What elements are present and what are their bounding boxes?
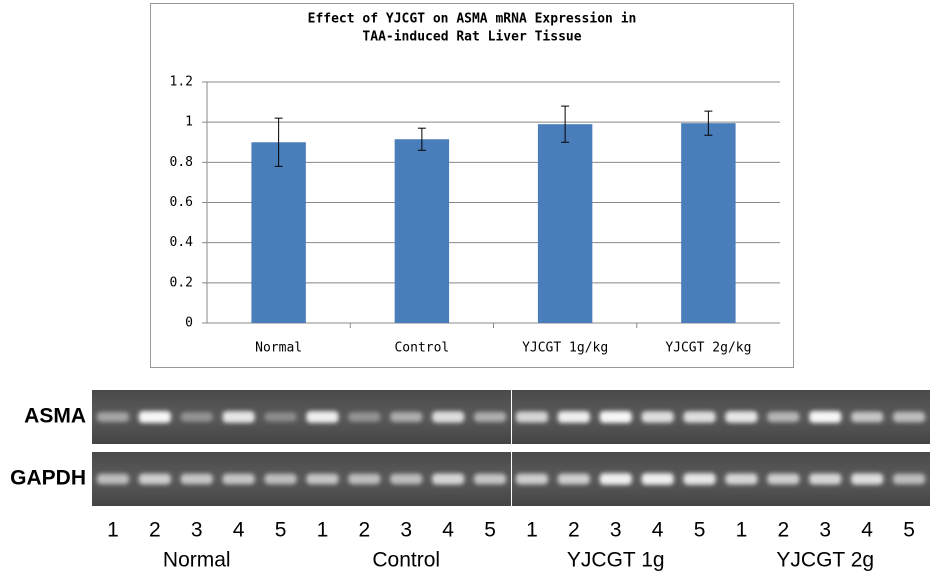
- x-tick-label: Normal: [255, 341, 302, 356]
- gel-band: [265, 412, 297, 421]
- gel-band: [474, 474, 506, 485]
- gel-band: [725, 474, 757, 485]
- lane-label: 3: [191, 519, 203, 542]
- figure: Effect of YJCGT on ASMA mRNA Expression …: [0, 0, 933, 578]
- lane-label: 4: [652, 519, 664, 542]
- lane-label: 2: [149, 519, 161, 542]
- gel-band: [97, 474, 129, 484]
- gel-band: [767, 412, 799, 422]
- gel-band: [474, 412, 506, 422]
- gel-band: [181, 412, 213, 421]
- lane-label: 2: [359, 519, 371, 542]
- y-tick-label: 0.2: [170, 275, 193, 290]
- group-label: YJCGT 1g: [567, 549, 665, 572]
- y-tick-label: 1.2: [170, 75, 193, 90]
- gel-band: [516, 474, 548, 485]
- y-tick-label: 0: [185, 316, 193, 331]
- gel-band: [516, 412, 548, 423]
- gel-row-label: ASMA: [24, 405, 86, 428]
- lane-label: 3: [400, 519, 412, 542]
- y-tick-label: 0.4: [170, 235, 194, 250]
- bar: [538, 124, 592, 323]
- y-tick-label: 0.8: [170, 155, 193, 170]
- lane-label: 5: [903, 519, 915, 542]
- bar: [681, 123, 735, 323]
- gel-band: [684, 411, 716, 422]
- gel-band: [851, 412, 883, 423]
- gel-band: [600, 411, 632, 423]
- gel-band: [767, 474, 799, 485]
- gel-band: [893, 474, 925, 484]
- lane-label: 3: [819, 519, 831, 542]
- chart-title: Effect of YJCGT on ASMA mRNA Expression …: [308, 12, 637, 27]
- group-label: Normal: [163, 549, 231, 572]
- gel-band: [725, 411, 757, 422]
- gel-band: [851, 473, 883, 484]
- gel-band: [390, 474, 422, 484]
- gel-band: [390, 412, 422, 422]
- gel-band: [265, 474, 297, 484]
- x-tick-label: YJCGT 2g/kg: [665, 341, 751, 356]
- gel-band: [306, 411, 338, 423]
- bar: [395, 139, 449, 323]
- gel-band: [809, 411, 841, 423]
- x-tick-label: Control: [394, 341, 449, 356]
- gel-band: [432, 474, 464, 485]
- gel-band: [684, 473, 716, 484]
- gel-band: [181, 474, 213, 485]
- x-tick-label: YJCGT 1g/kg: [522, 341, 608, 356]
- gel-band: [223, 411, 255, 422]
- y-tick-label: 0.6: [170, 195, 193, 210]
- gel-band: [600, 473, 632, 485]
- gel-band: [432, 411, 464, 422]
- gel-band: [558, 474, 590, 485]
- lane-label: 4: [442, 519, 454, 542]
- gel-band: [893, 412, 925, 422]
- lane-label: 4: [233, 519, 245, 542]
- gel-band: [223, 474, 255, 485]
- lane-label: 3: [610, 519, 622, 542]
- gel-band: [642, 411, 674, 422]
- gel-band: [348, 412, 380, 421]
- gel-band: [642, 473, 674, 485]
- lane-label: 4: [861, 519, 873, 542]
- lane-label: 5: [694, 519, 706, 542]
- y-tick-label: 1: [185, 115, 193, 130]
- lane-label: 5: [484, 519, 496, 542]
- gel-band: [306, 474, 338, 485]
- lane-label: 1: [317, 519, 329, 542]
- gel-band: [558, 411, 590, 423]
- lane-label: 2: [778, 519, 790, 542]
- chart-title: TAA-induced Rat Liver Tissue: [362, 30, 581, 45]
- lane-label: 1: [736, 519, 748, 542]
- lane-label: 2: [568, 519, 580, 542]
- gel-band: [139, 411, 171, 423]
- bar: [251, 142, 305, 323]
- lane-label: 5: [275, 519, 287, 542]
- lane-label: 1: [526, 519, 538, 542]
- group-label: Control: [372, 549, 440, 572]
- gel-band: [139, 474, 171, 485]
- gel-band: [97, 412, 129, 422]
- gel-row-label: GAPDH: [10, 467, 86, 490]
- group-label: YJCGT 2g: [776, 549, 874, 572]
- lane-label: 1: [107, 519, 119, 542]
- gel-band: [348, 474, 380, 484]
- gel-band: [809, 474, 841, 485]
